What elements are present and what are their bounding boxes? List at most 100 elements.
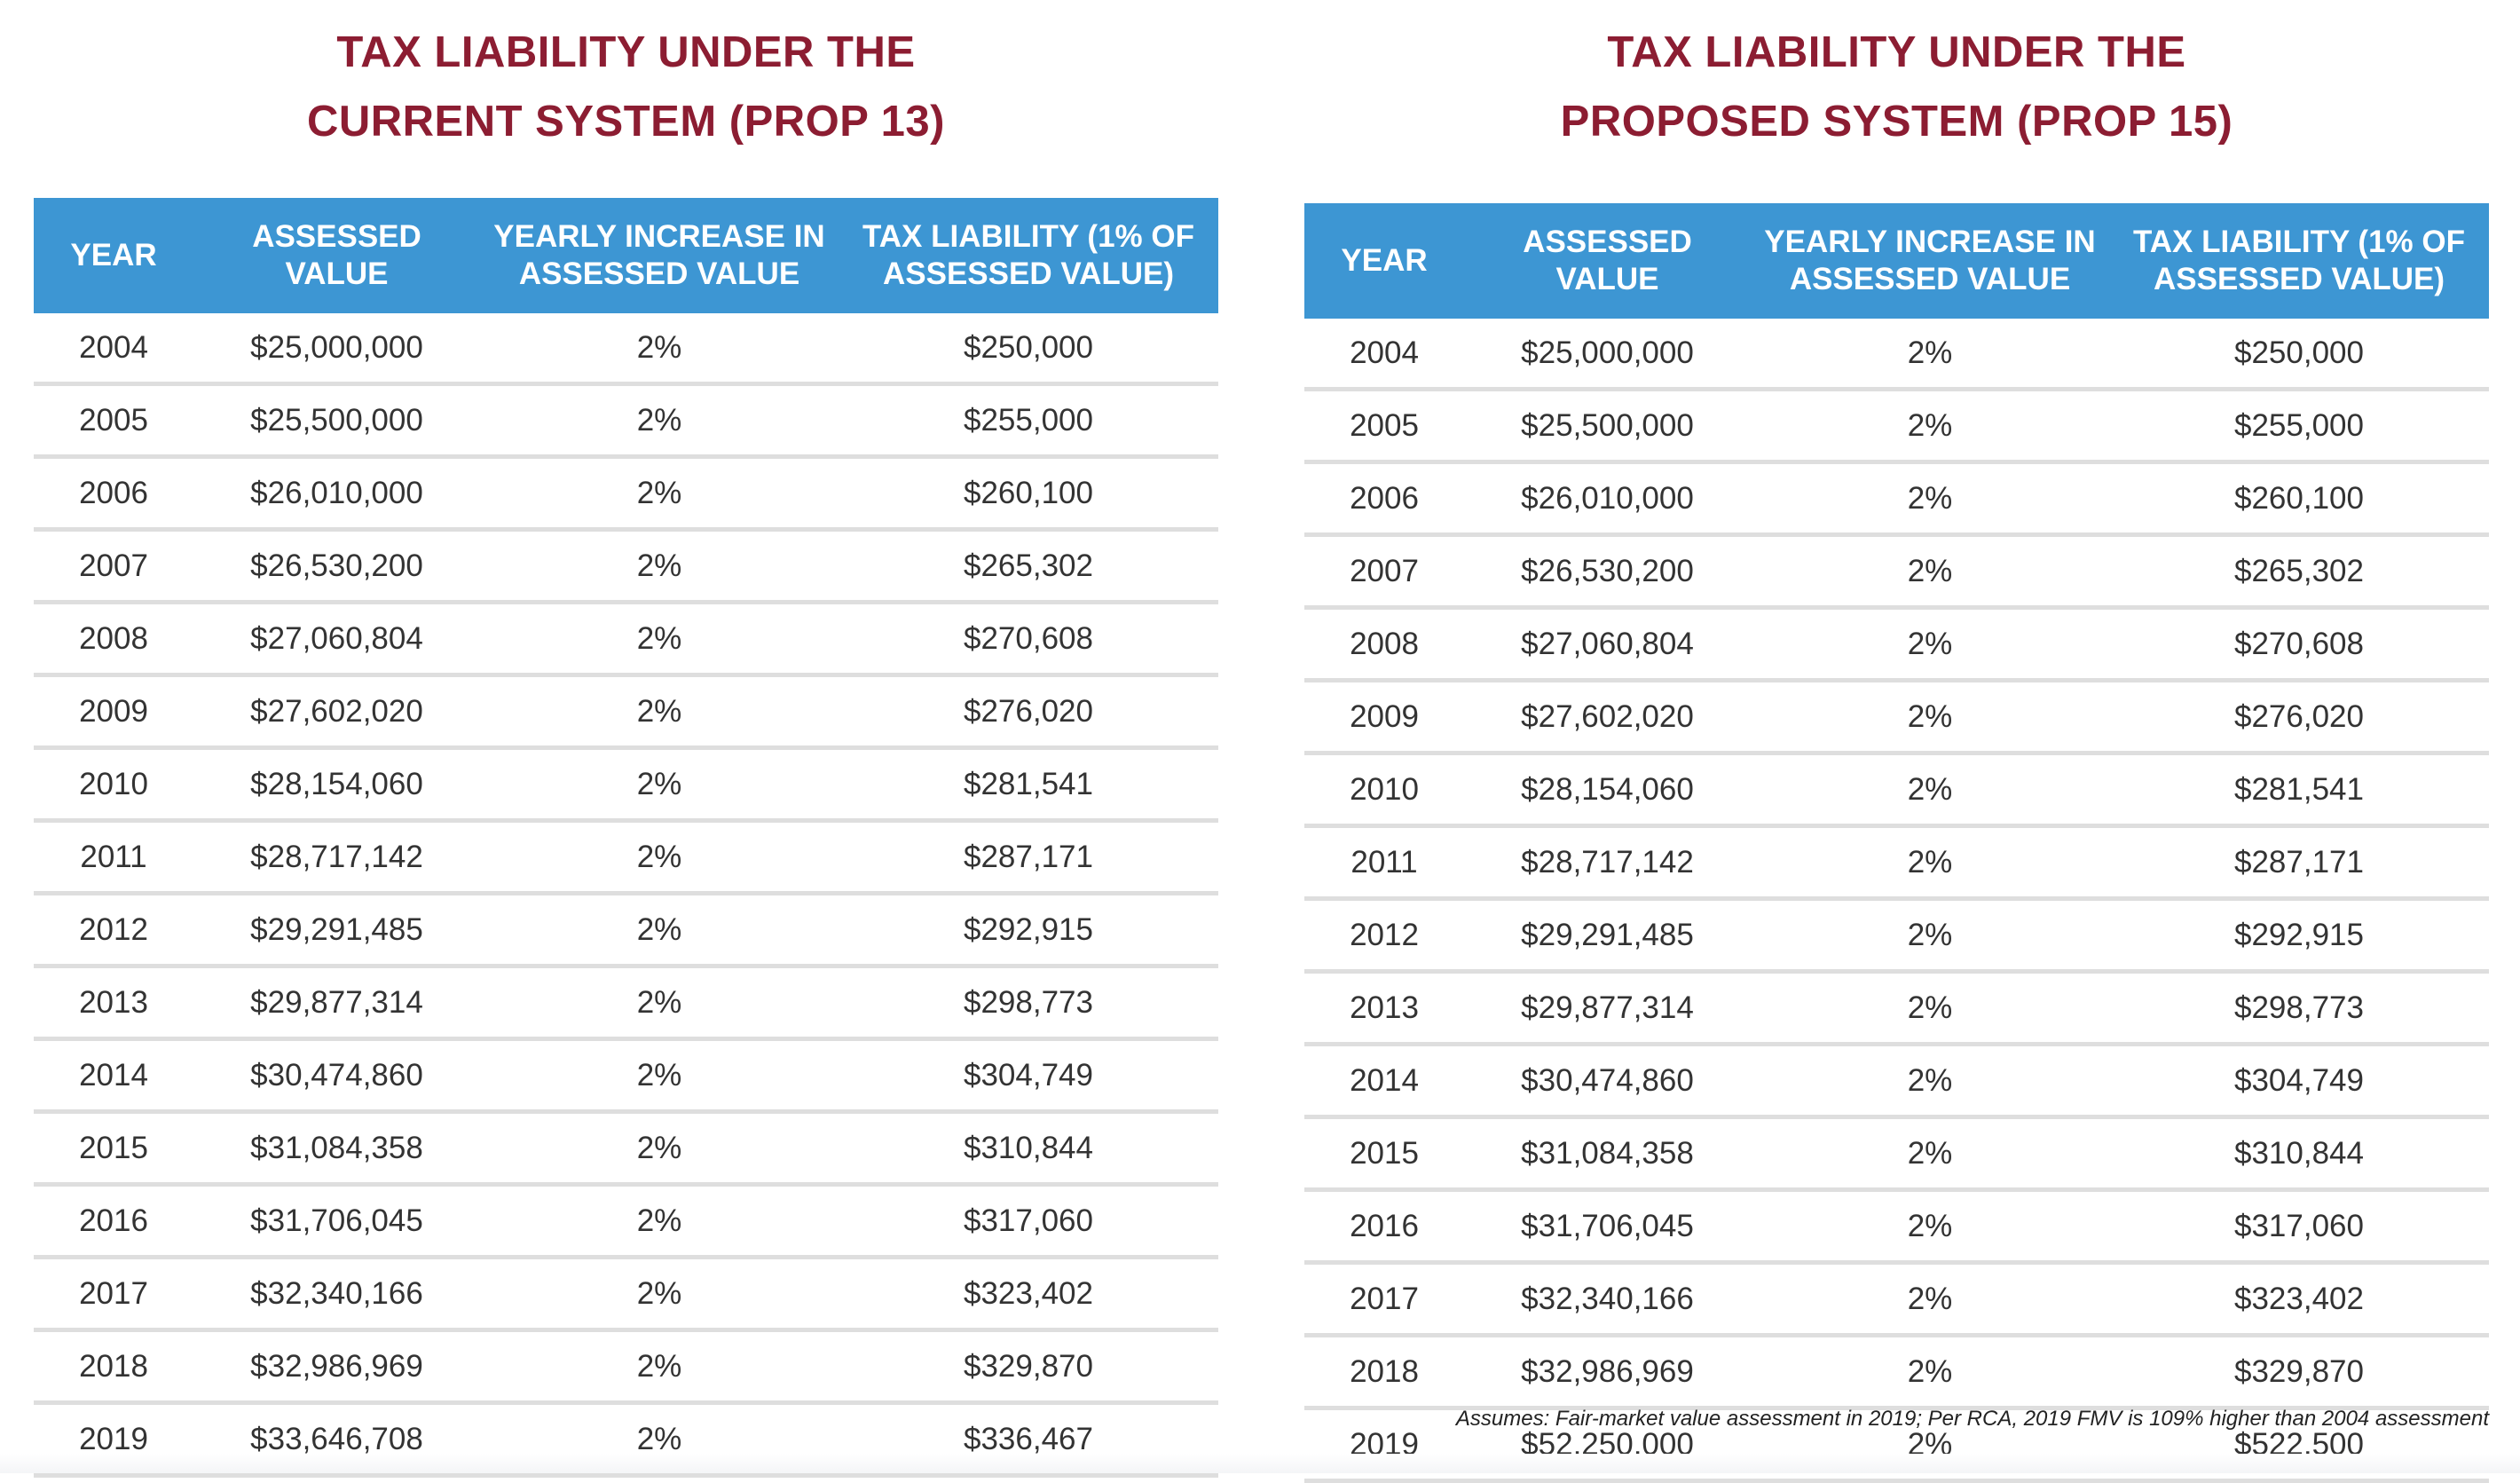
assessed-value-cell: $32,986,969	[1464, 1335, 1751, 1410]
header-yearly-increase: YEARLY INCREASE IN ASSESSED VALUE	[1751, 203, 2109, 319]
year-cell: 2012	[1304, 898, 1464, 974]
year-cell: 2010	[34, 747, 193, 823]
year-cell: 2006	[34, 456, 193, 532]
table-row: 2008 $27,060,804 2% $270,608	[1304, 607, 2489, 682]
table-row: 2005 $25,500,000 2% $255,000	[1304, 389, 2489, 464]
table-row: 2017 $32,340,166 2% $323,402	[34, 1257, 1218, 1332]
tax-liability-cell: $292,915	[2109, 898, 2489, 974]
tax-liability-cell: $292,915	[839, 893, 1218, 968]
yearly-increase-cell: 2%	[1751, 319, 2109, 391]
tax-liability-cell: $250,000	[2109, 319, 2489, 391]
table-row: 2013 $29,877,314 2% $298,773	[1304, 971, 2489, 1046]
tax-liability-cell: $250,000	[839, 313, 1218, 386]
tax-liability-cell: $281,541	[839, 747, 1218, 823]
title-line-1: TAX LIABILITY UNDER THE	[1607, 28, 2186, 76]
tax-liability-cell: $298,773	[2109, 971, 2489, 1046]
assessed-value-cell: $29,291,485	[1464, 898, 1751, 974]
yearly-increase-cell: 2%	[1751, 1044, 2109, 1119]
assessed-value-cell: $28,717,142	[1464, 825, 1751, 901]
year-cell: 2013	[1304, 971, 1464, 1046]
tax-liability-cell: $317,060	[2109, 1189, 2489, 1265]
year-cell: 2014	[1304, 1044, 1464, 1119]
yearly-increase-cell: 2%	[480, 383, 839, 459]
yearly-increase-cell: 2%	[1751, 1189, 2109, 1265]
tax-liability-cell: $317,060	[839, 1184, 1218, 1259]
tax-liability-cell: $260,100	[2109, 461, 2489, 537]
assessed-value-cell: $27,602,020	[193, 674, 480, 750]
table-body: 2004 $25,000,000 2% $250,000 2005 $25,500,000…	[1304, 319, 2489, 1483]
yearly-increase-cell: 2%	[1751, 825, 2109, 901]
yearly-increase-cell: 2%	[480, 529, 839, 604]
table-row: 2010 $28,154,060 2% $281,541	[34, 747, 1218, 823]
year-cell: 2005	[34, 383, 193, 459]
year-cell: 2013	[34, 966, 193, 1041]
tax-liability-cell: $255,000	[839, 383, 1218, 459]
tax-liability-cell: $265,302	[839, 529, 1218, 604]
current-system-table: YEAR ASSESSED VALUE YEARLY INCREASE IN A…	[34, 198, 1218, 1478]
assessed-value-cell: $31,084,358	[193, 1111, 480, 1187]
header-tax-liability: TAX LIABILITY (1% OF ASSESSED VALUE)	[839, 198, 1218, 313]
yearly-increase-cell: 2%	[1751, 389, 2109, 464]
title-line-2: PROPOSED SYSTEM (PROP 15)	[1560, 98, 2233, 146]
footnote: Assumes: Fair-market value assessment in…	[1455, 1407, 2489, 1431]
header-assessed-value: ASSESSED VALUE	[1464, 203, 1751, 319]
year-cell: 2008	[1304, 607, 1464, 682]
yearly-increase-cell: 2%	[480, 747, 839, 823]
assessed-value-cell: $29,291,485	[193, 893, 480, 968]
tax-liability-cell: $310,844	[839, 1111, 1218, 1187]
tax-liability-cell: $304,749	[839, 1038, 1218, 1114]
table-row: 2004 $25,000,000 2% $250,000	[1304, 319, 2489, 391]
assessed-value-cell: $32,340,166	[1464, 1262, 1751, 1337]
assessed-value-cell: $31,706,045	[1464, 1189, 1751, 1265]
year-cell: 2018	[1304, 1335, 1464, 1410]
yearly-increase-cell: 2%	[480, 893, 839, 968]
assessed-value-cell: $27,602,020	[1464, 680, 1751, 755]
year-cell: 2017	[1304, 1262, 1464, 1337]
assessed-value-cell: $29,877,314	[1464, 971, 1751, 1046]
assessed-value-cell: $28,154,060	[193, 747, 480, 823]
tax-liability-cell: $276,020	[2109, 680, 2489, 755]
table-row: 2010 $28,154,060 2% $281,541	[1304, 753, 2489, 828]
assessed-value-cell: $26,010,000	[1464, 461, 1751, 537]
yearly-increase-cell: 2%	[1751, 1262, 2109, 1337]
assessed-value-cell: $30,474,860	[1464, 1044, 1751, 1119]
title-line-1: TAX LIABILITY UNDER THE	[336, 28, 916, 76]
tax-liability-cell: $270,608	[2109, 607, 2489, 682]
yearly-increase-cell: 2%	[480, 1257, 839, 1332]
assessed-value-cell: $26,530,200	[1464, 534, 1751, 610]
yearly-increase-cell: 2%	[1751, 971, 2109, 1046]
yearly-increase-cell: 2%	[480, 674, 839, 750]
table-row: 2018 $32,986,969 2% $329,870	[1304, 1335, 2489, 1410]
assessed-value-cell: $25,000,000	[193, 313, 480, 386]
header-year: YEAR	[1304, 203, 1464, 319]
assessed-value-cell: $26,010,000	[193, 456, 480, 532]
year-cell: 2011	[1304, 825, 1464, 901]
year-cell: 2009	[1304, 680, 1464, 755]
yearly-increase-cell: 2%	[1751, 680, 2109, 755]
yearly-increase-cell: 2%	[1751, 461, 2109, 537]
table-row: 2006 $26,010,000 2% $260,100	[1304, 461, 2489, 537]
assessed-value-cell: $31,706,045	[193, 1184, 480, 1259]
year-cell: 2006	[1304, 461, 1464, 537]
header-year: YEAR	[34, 198, 193, 313]
year-cell: 2007	[34, 529, 193, 604]
header-yearly-increase: YEARLY INCREASE IN ASSESSED VALUE	[480, 198, 839, 313]
assessed-value-cell: $30,474,860	[193, 1038, 480, 1114]
table-row: 2004 $25,000,000 2% $250,000	[34, 313, 1218, 386]
yearly-increase-cell: 2%	[1751, 534, 2109, 610]
tax-liability-cell: $304,749	[2109, 1044, 2489, 1119]
yearly-increase-cell: 2%	[1751, 753, 2109, 828]
year-cell: 2017	[34, 1257, 193, 1332]
year-cell: 2011	[34, 820, 193, 895]
tax-liability-cell: $287,171	[2109, 825, 2489, 901]
table-row: 2016 $31,706,045 2% $317,060	[34, 1184, 1218, 1259]
tax-liability-cell: $255,000	[2109, 389, 2489, 464]
year-cell: 2008	[34, 602, 193, 677]
year-cell: 2015	[1304, 1116, 1464, 1192]
yearly-increase-cell: 2%	[480, 966, 839, 1041]
assessed-value-cell: $26,530,200	[193, 529, 480, 604]
yearly-increase-cell: 2%	[480, 1184, 839, 1259]
table-row: 2015 $31,084,358 2% $310,844	[1304, 1116, 2489, 1192]
proposed-system-title: TAX LIABILITY UNDER THE PROPOSED SYSTEM …	[1304, 18, 2489, 156]
year-cell: 2018	[34, 1329, 193, 1405]
